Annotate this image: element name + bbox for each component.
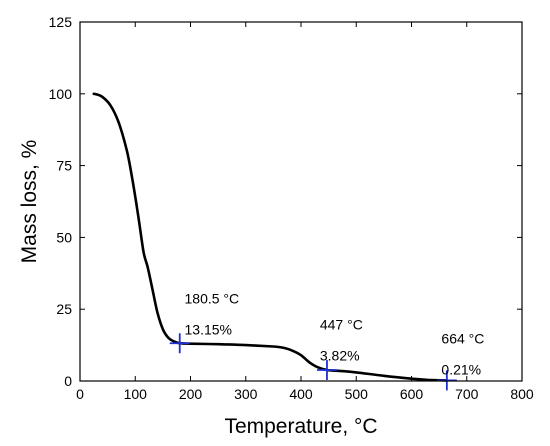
annotation-temperature: 447 °C <box>320 316 363 332</box>
x-tick-label: 200 <box>179 386 203 402</box>
x-axis-title: Temperature, °C <box>224 415 377 438</box>
y-tick-label: 75 <box>56 158 72 174</box>
x-tick-label: 400 <box>289 386 313 402</box>
y-tick-label: 100 <box>49 86 73 102</box>
annotation-mass: 13.15% <box>185 321 232 337</box>
x-tick-label: 800 <box>510 386 534 402</box>
y-axis-title: Mass loss, % <box>18 140 41 264</box>
y-tick-label: 25 <box>56 301 72 317</box>
x-tick-label: 700 <box>455 386 479 402</box>
annotation-temperature: 664 °C <box>441 331 484 347</box>
y-tick-label: 50 <box>56 229 72 245</box>
event-marker <box>169 333 190 354</box>
plot-frame <box>79 21 523 382</box>
tick-layer: 0 100 200 300 400 500 600 700 800 0 25 50 75 100 125 <box>49 14 534 402</box>
event-marker <box>316 360 337 381</box>
marker-layer <box>169 333 457 391</box>
event-marker <box>436 370 457 391</box>
x-tick-label: 0 <box>76 386 84 402</box>
y-tick-label: 125 <box>49 14 73 30</box>
annotation-mass: 0.21% <box>441 362 481 378</box>
y-tick-label: 0 <box>64 373 72 389</box>
x-tick-label: 300 <box>234 386 258 402</box>
x-tick-label: 500 <box>345 386 369 402</box>
x-tick-label: 100 <box>124 386 148 402</box>
annotation-temperature: 180.5 °C <box>185 290 240 306</box>
mass-loss-series-line <box>92 92 449 382</box>
annotation-mass: 3.82% <box>320 347 360 363</box>
x-tick-label: 600 <box>400 386 424 402</box>
annotation-layer: 180.5 °C 13.15% 447 °C 3.82% 664 °C 0.21% <box>185 290 485 377</box>
curve-layer <box>92 92 449 382</box>
